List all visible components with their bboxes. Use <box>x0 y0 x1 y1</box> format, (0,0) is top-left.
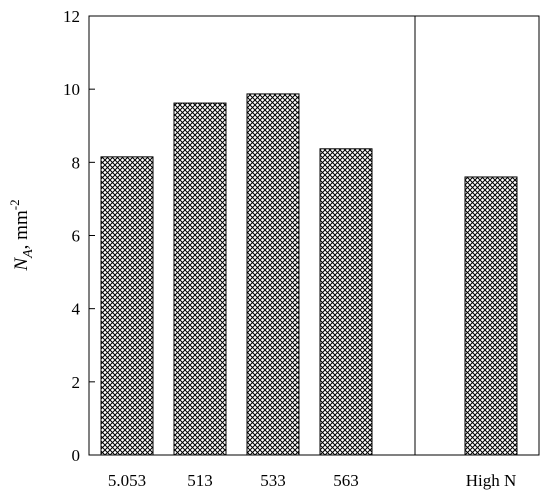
x-tick-label: 533 <box>260 471 286 490</box>
bar <box>464 176 518 456</box>
bar <box>173 102 227 456</box>
y-tick-label: 0 <box>72 446 81 465</box>
y-axis-label-sub: A <box>21 249 36 259</box>
y-axis-label-main: N <box>11 257 32 272</box>
x-tick-label: 563 <box>333 471 359 490</box>
y-tick-label: 2 <box>72 373 81 392</box>
bar <box>100 156 154 456</box>
bar <box>246 93 300 456</box>
y-axis-label: NA, mm-2 <box>7 199 36 271</box>
y-tick-label: 12 <box>63 7 80 26</box>
x-tick-label: 513 <box>187 471 213 490</box>
x-tick-label: 5.053 <box>108 471 146 490</box>
x-tick-label: High N <box>466 471 517 490</box>
y-tick-label: 6 <box>72 227 81 246</box>
y-axis-label-exponent: -2 <box>7 199 22 210</box>
bar <box>319 148 373 456</box>
y-tick-label: 8 <box>72 153 81 172</box>
y-tick-label: 10 <box>63 80 80 99</box>
y-axis-label-unit: , mm <box>11 210 32 249</box>
y-tick-label: 4 <box>72 300 81 319</box>
